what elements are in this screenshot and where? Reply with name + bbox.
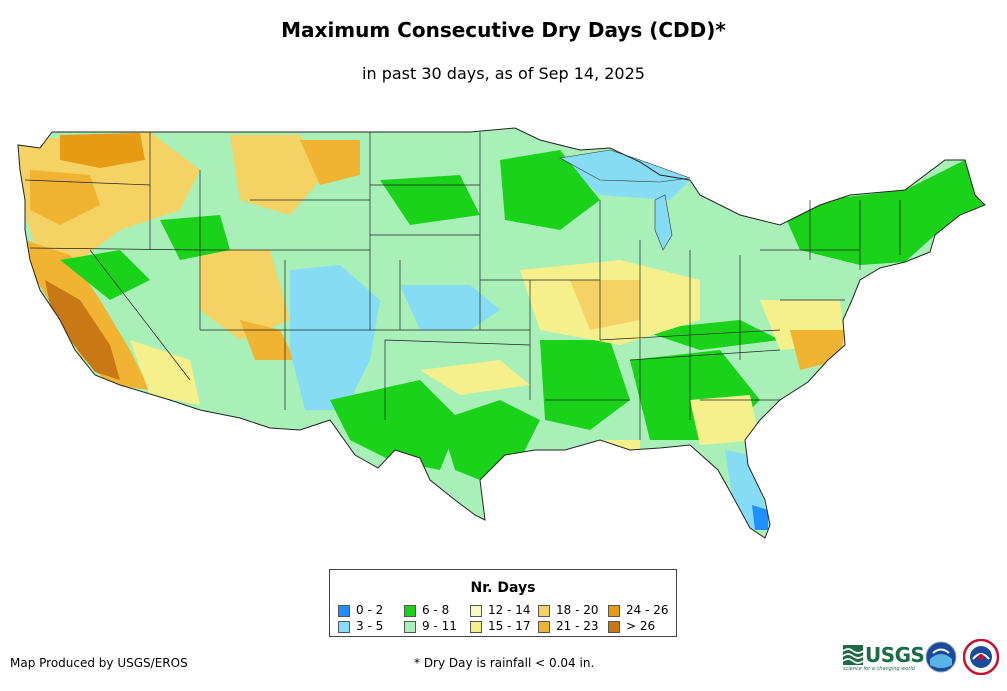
lake-michigan <box>654 194 673 251</box>
usgs-wordmark: USGS <box>865 643 925 667</box>
legend-item: 12 - 14 <box>470 604 531 617</box>
cdd-patch-south-florida <box>752 505 768 530</box>
legend-swatch <box>608 604 620 617</box>
cdd-patch-socal <box>130 340 200 405</box>
cdd-patch-oklahoma <box>420 360 530 395</box>
cdd-patch-colorado-nm <box>290 265 380 410</box>
legend-swatch <box>538 620 550 633</box>
legend-swatch <box>404 604 416 617</box>
map-credit: Map Produced by USGS/EROS <box>10 656 188 670</box>
legend-swatch <box>470 620 482 633</box>
lake-superior <box>559 149 691 183</box>
state-boundaries <box>24 132 901 440</box>
legend-item: 6 - 8 <box>404 604 449 617</box>
cdd-patch-wa <box>60 133 145 168</box>
cdd-patch-utah <box>200 250 290 340</box>
legend-item: 21 - 23 <box>538 620 599 633</box>
nws-logo-icon <box>963 639 999 675</box>
usgs-logo: USGS science for a changing world <box>843 643 925 673</box>
map-subtitle: in past 30 days, as of Sep 14, 2025 <box>362 64 645 83</box>
cdd-patch-northeast <box>780 160 985 265</box>
legend-label: 9 - 11 <box>422 619 457 633</box>
cdd-patch-ca-central <box>45 280 120 380</box>
cdd-patch-illinois <box>570 280 640 330</box>
legend-swatch <box>338 604 350 617</box>
legend-label: 0 - 2 <box>356 603 384 617</box>
legend-item: > 26 <box>608 620 655 633</box>
map-title: Maximum Consecutive Dry Days (CDD)* <box>281 18 726 42</box>
cdd-patch-pnw <box>20 132 200 260</box>
legend-item: 9 - 11 <box>404 620 457 633</box>
legend-item: 24 - 26 <box>608 604 669 617</box>
cdd-patch-nevada <box>60 250 150 300</box>
legend-item: 18 - 20 <box>538 604 599 617</box>
cdd-patch-arkansas <box>540 340 630 430</box>
legend-label: 12 - 14 <box>488 603 531 617</box>
legend-item: 0 - 2 <box>338 604 383 617</box>
legend-label: 18 - 20 <box>556 603 599 617</box>
cdd-patch-idaho <box>160 215 230 260</box>
usgs-wave-icon <box>843 645 863 665</box>
legend-title: Nr. Days <box>470 580 536 596</box>
legend-label: 21 - 23 <box>556 619 599 633</box>
legend-label: 6 - 8 <box>422 603 450 617</box>
cdd-patch-georgia <box>690 395 760 445</box>
cdd-patch-texas-west <box>330 380 460 470</box>
legend-swatch <box>538 604 550 617</box>
legend-item: 3 - 5 <box>338 620 383 633</box>
cdd-patch-dakotas <box>380 175 480 225</box>
legend-box: Nr. Days 0 - 2 3 - 5 6 - 8 9 - 11 12 - 14 15 … <box>329 569 677 637</box>
legend-label: 15 - 17 <box>488 619 531 633</box>
cdd-patch-kansas <box>400 285 500 330</box>
noaa-logo-icon <box>925 641 957 673</box>
legend-swatch <box>404 620 416 633</box>
legend-label: 3 - 5 <box>356 619 384 633</box>
state-lines <box>24 132 901 440</box>
legend-label: > 26 <box>626 619 656 633</box>
cdd-patch-mt-east <box>300 140 360 185</box>
cdd-patch-oregon <box>30 170 100 225</box>
legend-swatch <box>338 620 350 633</box>
legend-swatch <box>470 604 482 617</box>
cdd-patch-montana <box>230 135 320 215</box>
cdd-patch-minnesota <box>500 150 600 230</box>
dry-day-note: * Dry Day is rainfall < 0.04 in. <box>414 656 595 670</box>
usgs-tagline: science for a changing world <box>843 666 915 672</box>
legend-label: 24 - 26 <box>626 603 669 617</box>
legend-item: 15 - 17 <box>470 620 531 633</box>
legend-swatch <box>608 620 620 633</box>
